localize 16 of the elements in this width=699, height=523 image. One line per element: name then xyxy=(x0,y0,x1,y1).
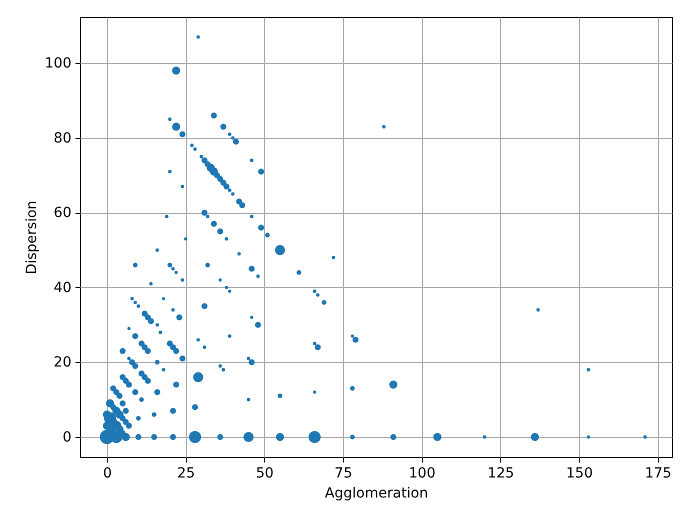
x-tick-label: 75 xyxy=(334,466,352,482)
x-tick-label: 100 xyxy=(408,466,436,482)
x-tick-label: 125 xyxy=(487,466,514,482)
y-tick-label: 100 xyxy=(44,56,72,72)
x-tick-label: 175 xyxy=(644,466,672,482)
x-tick-label: 0 xyxy=(102,466,112,482)
y-tick-label: 0 xyxy=(62,430,72,446)
y-tick-label: 60 xyxy=(54,205,72,222)
x-tick-label: 150 xyxy=(566,466,593,482)
y-tick-label: 20 xyxy=(54,354,72,371)
x-tick-label: 50 xyxy=(256,466,274,482)
y-axis-title: Dispersion xyxy=(24,200,40,274)
y-tick-label: 80 xyxy=(54,130,72,146)
y-tick-label: 40 xyxy=(54,280,72,296)
x-axis-title: Agglomeration xyxy=(324,486,428,502)
x-tick-label: 25 xyxy=(177,466,196,482)
